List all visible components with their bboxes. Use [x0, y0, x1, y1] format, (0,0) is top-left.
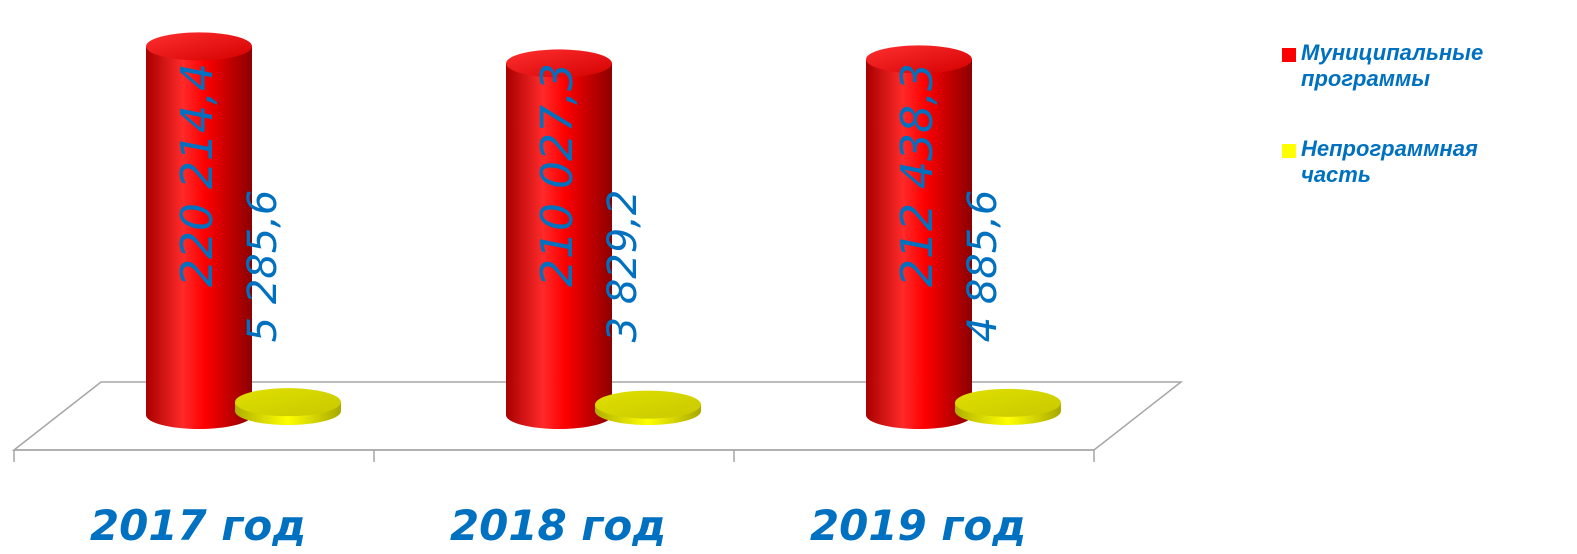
bar-top — [235, 388, 341, 417]
value-label-nonprogram-2: 4 885,6 — [960, 190, 1006, 343]
value-label-municipal-2: 212 438,3 — [892, 63, 943, 287]
legend-label-municipal-line1: Муниципальные — [1301, 40, 1484, 65]
bar-municipal-2 — [866, 45, 972, 429]
category-labels: 2017 год 2018 год 2019 год — [90, 501, 1026, 550]
value-label-nonprogram-0: 5 285,6 — [240, 190, 286, 343]
bar-municipal-1 — [506, 49, 612, 430]
bar-nonprogram-1 — [595, 390, 701, 425]
bar-municipal-0 — [146, 32, 252, 429]
bar-top — [595, 390, 701, 419]
bar-top — [866, 45, 972, 74]
bar-nonprogram-0 — [235, 388, 341, 425]
legend-label-nonprogram-line2: часть — [1301, 162, 1371, 187]
category-label-2: 2019 год — [810, 501, 1026, 549]
value-label-nonprogram-1: 3 829,2 — [600, 190, 646, 343]
bar-top — [506, 49, 612, 78]
category-label-1: 2018 год — [450, 501, 666, 549]
x-axis-ticks — [13, 450, 1095, 462]
bars — [146, 32, 1061, 430]
bar-body — [506, 63, 612, 430]
legend-swatch-yellow — [1282, 144, 1296, 158]
legend: Муниципальные программы Непрограммная ча… — [1282, 40, 1572, 188]
bar-body — [146, 46, 252, 429]
legend-item-nonprogram: Непрограммная часть — [1282, 136, 1572, 188]
value-labels: 220 214,4 5 285,6 210 027,3 3 829,2 212 438,… — [172, 63, 1006, 342]
legend-label-nonprogram-line1: Непрограммная — [1301, 136, 1478, 161]
legend-item-municipal: Муниципальные программы — [1282, 40, 1572, 92]
bar-top — [146, 32, 252, 61]
legend-label-municipal-line2: программы — [1301, 66, 1431, 91]
bar-top — [955, 388, 1061, 417]
bar-body — [866, 59, 972, 429]
value-label-municipal-1: 210 027,3 — [532, 63, 583, 287]
value-label-municipal-0: 220 214,4 — [172, 63, 223, 287]
category-label-0: 2017 год — [90, 501, 306, 549]
bar-nonprogram-2 — [955, 388, 1061, 425]
legend-swatch-red — [1282, 48, 1296, 62]
